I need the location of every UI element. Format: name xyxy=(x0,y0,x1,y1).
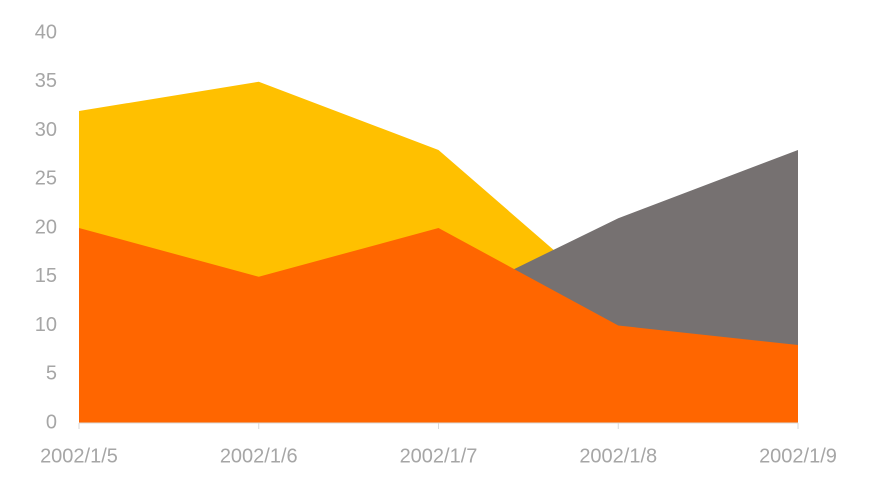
x-tick-label: 2002/1/7 xyxy=(400,445,478,467)
y-tick-label: 5 xyxy=(46,363,57,385)
y-tick-label: 0 xyxy=(46,411,57,433)
y-tick-label: 30 xyxy=(35,119,57,141)
y-tick-label: 25 xyxy=(35,168,57,190)
x-tick-label: 2002/1/9 xyxy=(759,445,837,467)
x-tick-label: 2002/1/5 xyxy=(40,445,118,467)
y-tick-label: 15 xyxy=(35,265,57,287)
x-tick-label: 2002/1/8 xyxy=(579,445,657,467)
y-tick-label: 35 xyxy=(35,70,57,92)
x-tick-label: 2002/1/6 xyxy=(220,445,298,467)
area xyxy=(79,228,798,423)
y-tick-label: 20 xyxy=(35,216,57,238)
y-tick-label: 40 xyxy=(35,21,57,43)
y-tick-label: 10 xyxy=(35,314,57,336)
